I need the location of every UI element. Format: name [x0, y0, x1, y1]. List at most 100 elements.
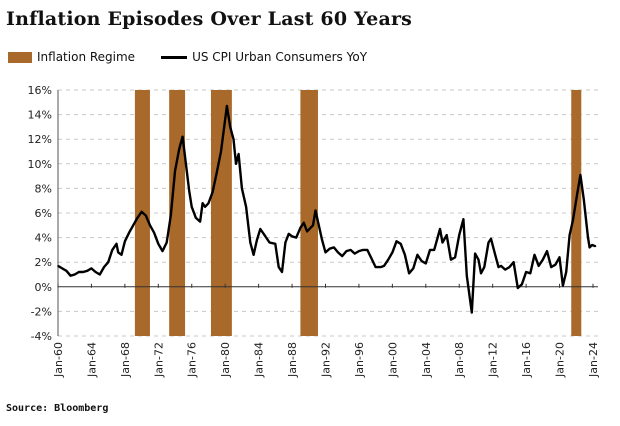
cpi-data-point — [404, 254, 406, 256]
cpi-data-point — [370, 257, 373, 260]
cpi-data-point — [374, 266, 377, 268]
cpi-data-point — [429, 249, 431, 251]
cpi-data-point — [73, 273, 76, 276]
cpi-data-point — [153, 231, 155, 234]
cpi-data-point — [268, 241, 271, 244]
cpi-data-point — [500, 265, 502, 267]
cpi-data-point — [252, 254, 255, 256]
cpi-data-point — [321, 239, 323, 241]
cpi-data-point — [190, 206, 193, 208]
x-tick-label: Jan-24 — [587, 342, 600, 378]
cpi-data-point — [391, 251, 394, 254]
x-tick-label: Jan-84 — [253, 342, 266, 378]
cpi-data-point — [291, 235, 293, 238]
cpi-data-point — [161, 250, 164, 252]
x-tick-label: Jan-20 — [554, 342, 567, 378]
cpi-data-point — [529, 272, 532, 275]
cpi-data-point — [333, 246, 335, 249]
cpi-data-point — [232, 138, 235, 140]
cpi-data-point — [318, 224, 320, 227]
y-tick-label: 2% — [35, 256, 52, 269]
cpi-data-point — [462, 218, 465, 220]
cpi-data-point — [211, 191, 214, 193]
y-tick-label: 6% — [35, 207, 52, 220]
cpi-data-point — [441, 241, 444, 244]
cpi-data-point — [229, 126, 231, 128]
cpi-data-point — [565, 271, 568, 273]
x-tick-label: Jan-96 — [353, 342, 366, 378]
cpi-data-point — [245, 206, 247, 208]
cpi-data-point — [185, 163, 187, 165]
cpi-data-point — [199, 220, 201, 223]
x-tick-label: Jan-88 — [286, 342, 299, 378]
cpi-data-point — [537, 265, 540, 267]
legend-swatch-band — [8, 51, 32, 63]
cpi-data-point — [341, 255, 344, 257]
cpi-data-point — [512, 261, 515, 264]
cpi-data-point — [57, 265, 59, 267]
cpi-data-point — [314, 209, 317, 212]
x-tick-label: Jan-16 — [520, 342, 533, 378]
x-tick-label: Jan-80 — [219, 342, 232, 378]
x-tick-label: Jan-04 — [420, 342, 433, 378]
legend-label-line: US CPI Urban Consumers YoY — [192, 50, 368, 64]
cpi-data-point — [259, 228, 262, 230]
cpi-data-point — [487, 241, 490, 244]
cpi-data-point — [408, 272, 410, 275]
cpi-data-point — [588, 246, 591, 249]
cpi-data-point — [195, 217, 197, 219]
cpi-data-point — [284, 241, 287, 244]
cpi-data-point — [387, 258, 389, 261]
cpi-data-point — [558, 256, 561, 259]
cpi-data-point — [188, 190, 191, 192]
cpi-data-point — [174, 170, 176, 172]
cpi-data-point — [124, 240, 126, 243]
cpi-data-point — [220, 150, 222, 153]
legend: Inflation Regime US CPI Urban Consumers … — [8, 50, 367, 64]
cpi-data-point — [425, 262, 427, 265]
cpi-data-point — [497, 266, 500, 268]
cpi-data-point — [445, 234, 448, 236]
x-tick-label: Jan-76 — [186, 342, 199, 378]
cpi-data-point — [328, 247, 331, 250]
cpi-data-point — [508, 266, 511, 268]
cpi-data-point — [86, 270, 89, 272]
cpi-data-point — [420, 260, 423, 262]
cpi-data-point — [207, 202, 210, 204]
cpi-data-point — [454, 256, 456, 259]
x-tick-label: Jan-72 — [152, 342, 165, 378]
cpi-data-point — [594, 245, 597, 248]
cpi-data-point — [111, 249, 114, 251]
y-tick-label: -4% — [31, 330, 52, 343]
cpi-data-point — [366, 249, 369, 251]
y-tick-label: 14% — [28, 109, 52, 122]
cpi-data-point — [395, 240, 398, 243]
cpi-data-point — [140, 210, 143, 213]
cpi-data-point — [399, 242, 402, 245]
cpi-data-point — [470, 311, 473, 314]
cpi-data-point — [90, 267, 93, 270]
x-tick-label: Jan-12 — [487, 342, 500, 378]
cpi-data-point — [542, 258, 544, 261]
x-tick-label: Jan-64 — [85, 342, 98, 378]
cpi-data-point — [281, 271, 283, 273]
cpi-data-point — [337, 251, 339, 254]
cpi-data-point — [107, 261, 109, 264]
cpi-data-point — [504, 268, 507, 271]
cpi-data-point — [494, 254, 496, 256]
cpi-data-point — [61, 267, 63, 270]
cpi-data-point — [483, 266, 486, 268]
cpi-data-point — [379, 266, 382, 268]
legend-label-band: Inflation Regime — [37, 50, 136, 64]
cpi-data-point — [256, 239, 258, 241]
cpi-data-point — [144, 214, 147, 217]
cpi-data-point — [490, 238, 492, 240]
cpi-data-point — [480, 272, 482, 275]
cpi-data-point — [94, 271, 97, 273]
cpi-data-point — [579, 174, 582, 176]
cpi-data-point — [562, 284, 564, 287]
cpi-data-point — [235, 163, 237, 165]
cpi-data-point — [525, 271, 527, 273]
cpi-data-point — [533, 254, 536, 256]
cpi-data-point — [178, 148, 181, 150]
